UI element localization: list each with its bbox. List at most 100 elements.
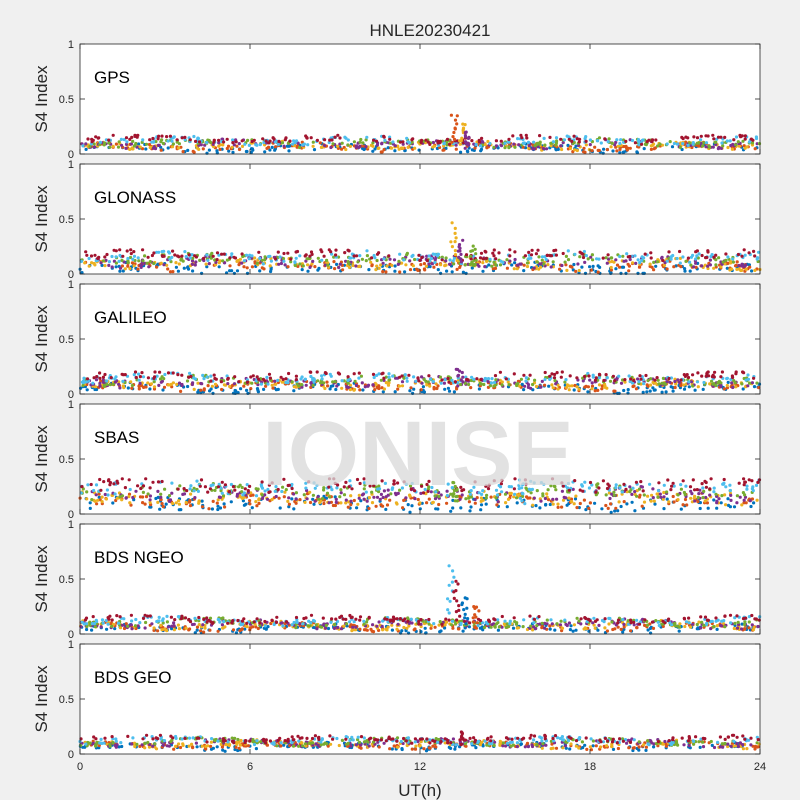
data-point [682, 490, 687, 495]
data-point [342, 624, 346, 628]
data-point [424, 138, 428, 142]
data-point [273, 140, 278, 144]
data-point [111, 382, 115, 386]
data-point [218, 506, 223, 510]
data-point [303, 377, 307, 381]
data-point [255, 375, 259, 379]
data-point [179, 508, 183, 512]
data-point [742, 144, 746, 148]
data-point [542, 136, 546, 140]
data-point [704, 485, 709, 489]
data-point [99, 625, 103, 629]
data-point [89, 482, 93, 487]
peak-point [453, 253, 458, 257]
data-point [251, 493, 255, 497]
data-point [391, 140, 395, 144]
data-point [566, 249, 570, 253]
data-point [384, 507, 388, 511]
data-point [562, 138, 567, 142]
data-point [503, 619, 507, 623]
data-point [593, 145, 597, 149]
peak-point [468, 254, 473, 258]
data-point [533, 144, 537, 148]
data-point [458, 265, 462, 269]
data-point [192, 622, 196, 626]
data-point [683, 497, 688, 502]
data-point [240, 144, 245, 148]
data-point [505, 266, 509, 270]
data-point [233, 375, 237, 379]
data-point [745, 487, 749, 491]
data-point [621, 138, 626, 142]
data-point [688, 141, 692, 145]
data-point [532, 266, 536, 270]
data-point [199, 629, 203, 633]
data-point [320, 250, 324, 254]
data-point [552, 249, 556, 253]
data-point [161, 617, 165, 621]
data-point [374, 139, 379, 143]
data-point [133, 133, 137, 137]
data-point [604, 373, 608, 377]
data-point [101, 375, 105, 379]
data-point [553, 628, 557, 632]
data-point [138, 375, 142, 379]
data-point [684, 484, 688, 488]
data-point [232, 271, 236, 275]
data-point [488, 141, 492, 146]
data-point [619, 504, 623, 509]
data-point [130, 146, 134, 150]
panel-label: SBAS [94, 428, 139, 447]
data-point [406, 616, 410, 620]
data-point [103, 492, 107, 497]
data-point [590, 149, 594, 153]
data-point [558, 267, 562, 271]
data-point [588, 378, 592, 382]
data-point [614, 145, 618, 149]
data-point [591, 621, 595, 625]
data-point [683, 624, 687, 629]
data-point [229, 500, 233, 504]
data-point [689, 496, 693, 500]
data-point [507, 137, 511, 141]
data-point [202, 630, 206, 634]
data-point [449, 509, 453, 513]
data-point [742, 248, 746, 252]
data-point [136, 484, 140, 488]
data-point [486, 379, 490, 384]
data-point [221, 143, 225, 147]
data-point [265, 146, 269, 150]
data-point [733, 381, 737, 385]
data-point [143, 502, 147, 506]
data-point [412, 387, 416, 391]
data-point [616, 144, 620, 148]
data-point [198, 258, 202, 262]
data-point [322, 381, 326, 385]
data-point [108, 483, 112, 487]
data-point [717, 497, 721, 501]
data-point [374, 268, 378, 272]
data-point [497, 625, 501, 629]
data-point [722, 619, 726, 623]
data-point [352, 372, 356, 376]
data-point [668, 140, 672, 144]
data-point [717, 256, 721, 260]
data-point [124, 142, 129, 146]
data-point [106, 622, 110, 626]
data-point [210, 507, 214, 511]
y-axis-label: S4 Index [32, 425, 51, 493]
data-point [170, 624, 174, 628]
data-point [624, 271, 628, 275]
data-point [432, 265, 436, 269]
data-point [269, 259, 273, 263]
data-point [685, 503, 689, 507]
data-point [590, 381, 594, 385]
data-point [431, 145, 435, 149]
data-point [665, 490, 669, 494]
data-point [268, 376, 272, 380]
data-point [635, 626, 639, 630]
data-point [716, 381, 720, 385]
data-point [361, 141, 365, 145]
data-point [311, 383, 315, 387]
data-point [686, 143, 690, 147]
